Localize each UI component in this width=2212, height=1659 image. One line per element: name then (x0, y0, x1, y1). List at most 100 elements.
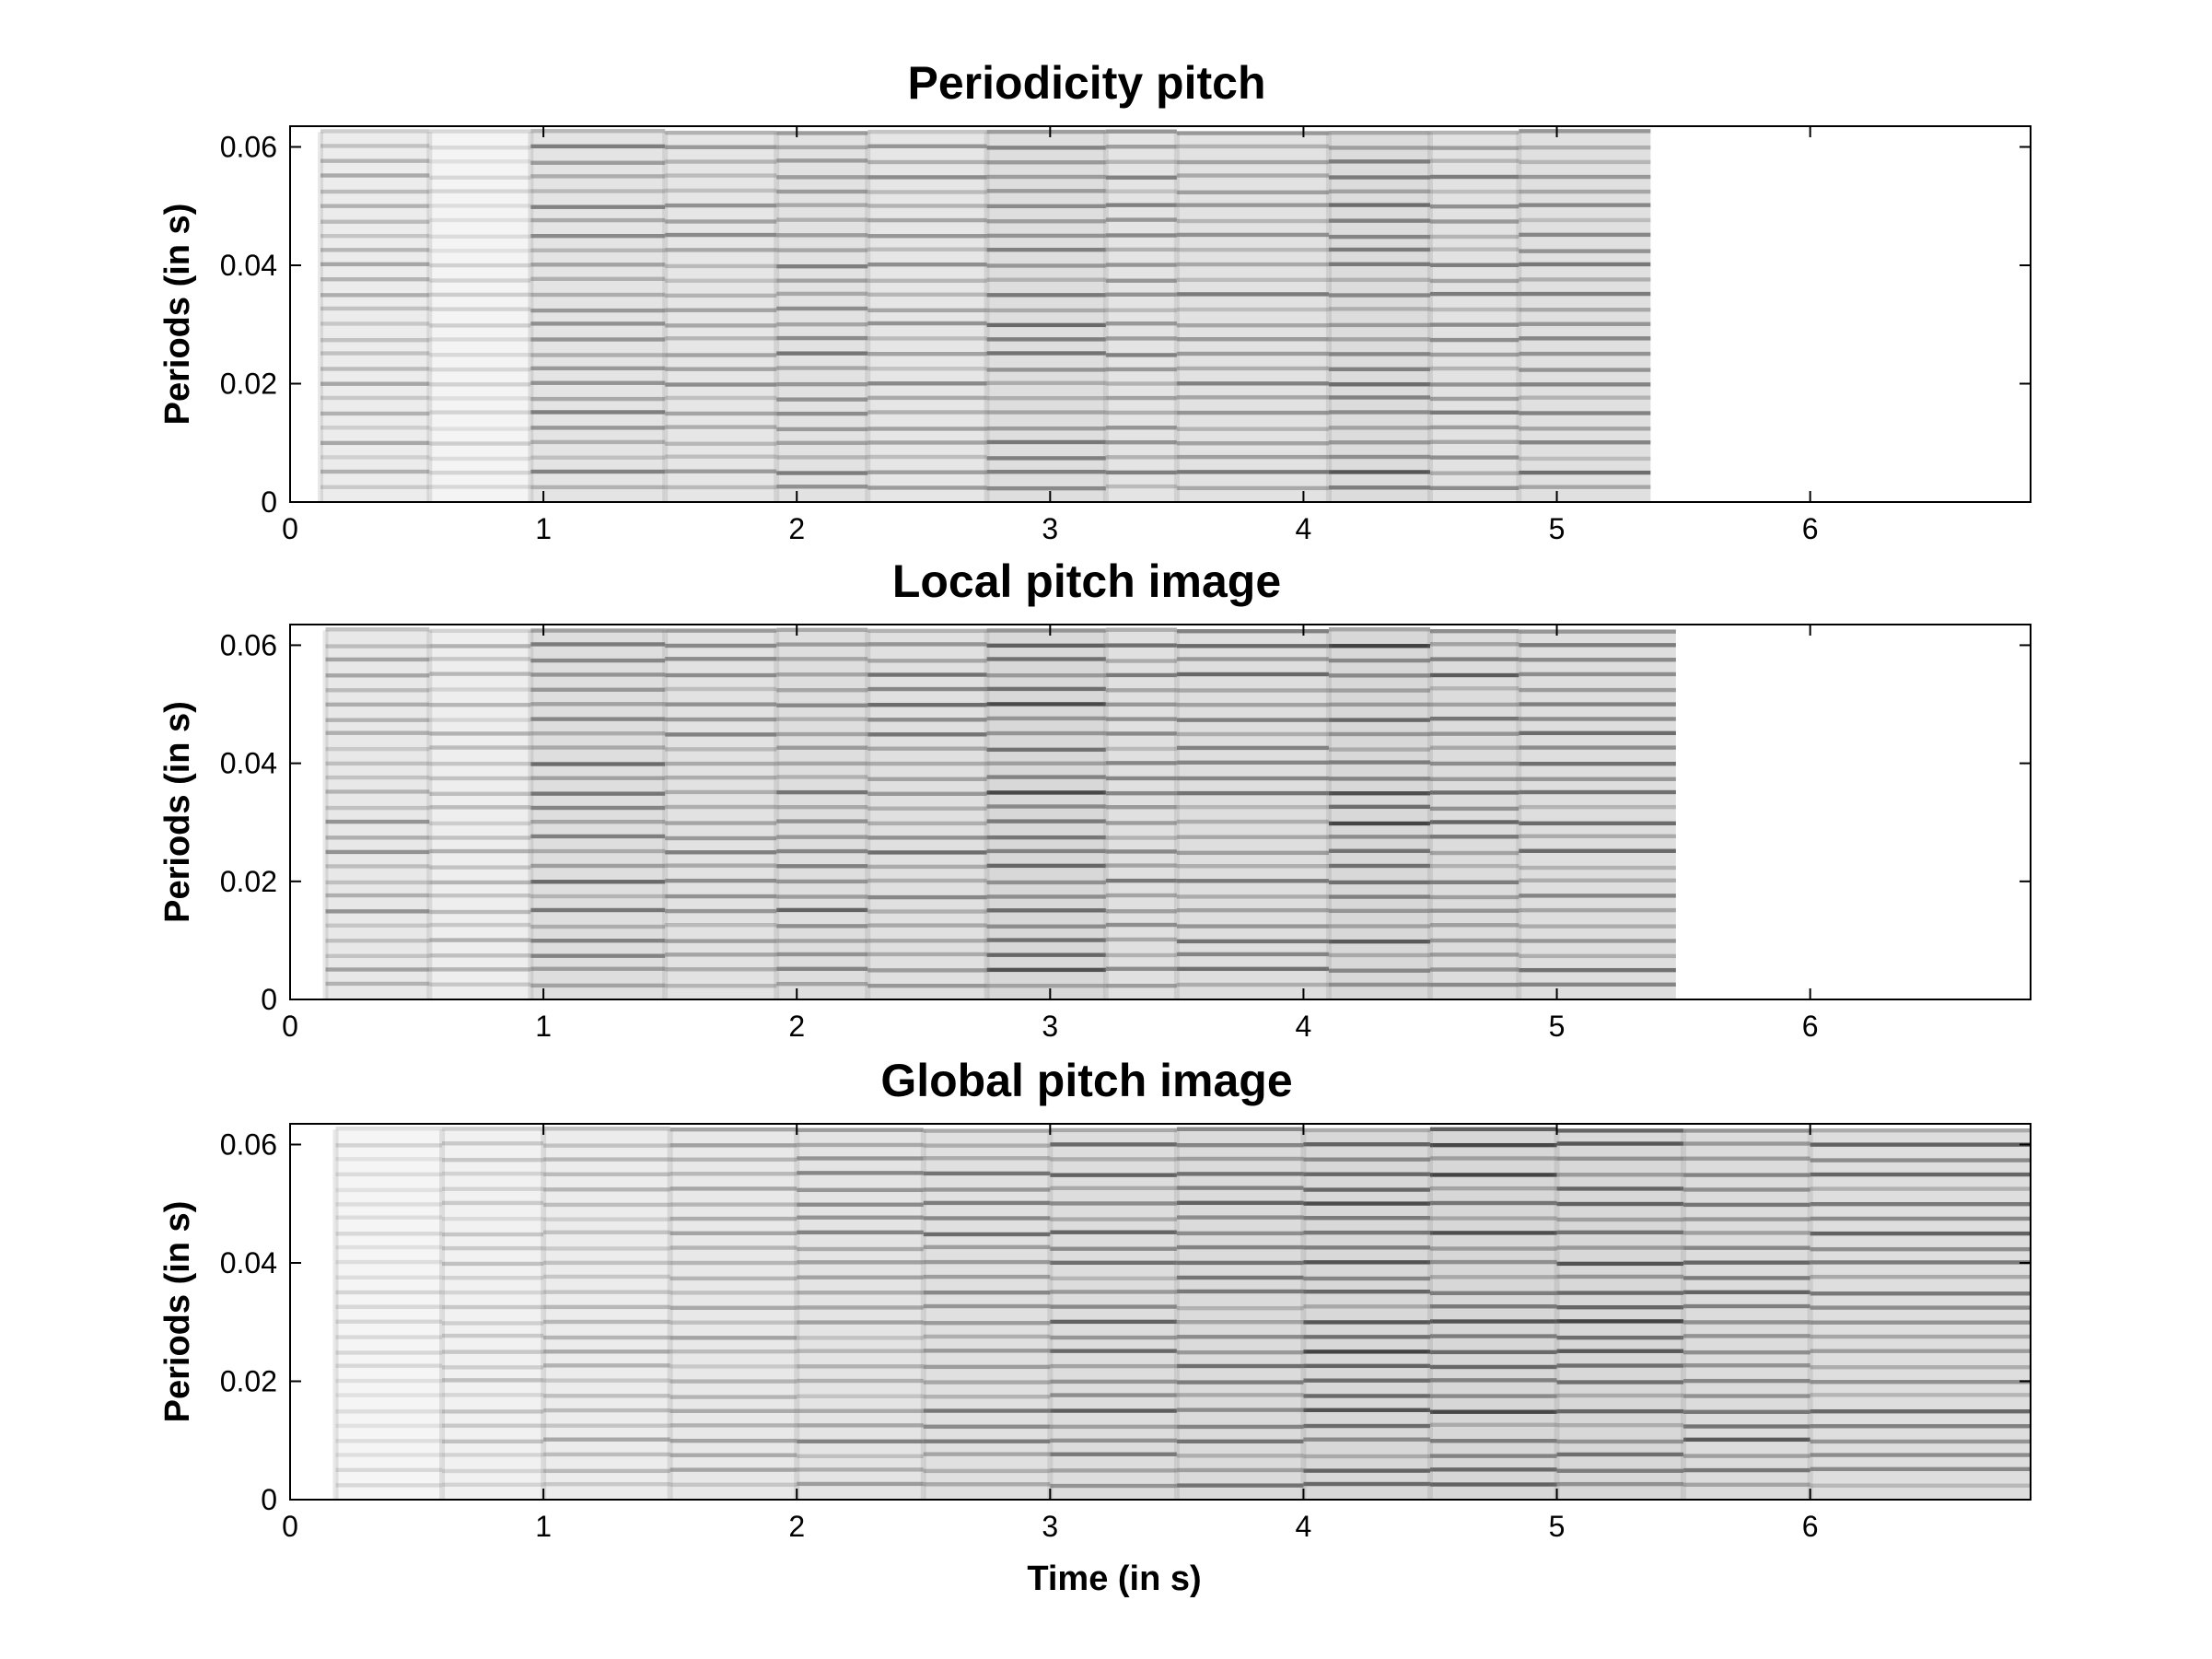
period-band (1176, 924, 1329, 929)
period-band (1810, 1320, 2031, 1325)
period-band (867, 190, 987, 194)
period-band (325, 880, 430, 885)
period-band (797, 1142, 924, 1148)
period-band (923, 1364, 1051, 1370)
period-band (1429, 863, 1519, 869)
period-band (1429, 1409, 1557, 1414)
period-band (1556, 1128, 1684, 1133)
period-band (325, 981, 430, 987)
period-band (1429, 835, 1519, 839)
period-band (1105, 203, 1177, 207)
period-band (325, 939, 430, 943)
period-band (1810, 1349, 2031, 1353)
period-band (1519, 277, 1651, 282)
period-band (665, 983, 777, 988)
period-band (325, 923, 430, 928)
period-band (669, 1423, 797, 1428)
period-band (1176, 745, 1329, 751)
period-band (1050, 1304, 1177, 1309)
period-band (665, 702, 777, 707)
period-band (442, 1157, 544, 1162)
period-band (1328, 367, 1430, 372)
period-band (1556, 1380, 1684, 1384)
period-band (1810, 1466, 2031, 1472)
period-band (543, 1304, 670, 1310)
period-band (1303, 1378, 1430, 1383)
heatmap-segment (1176, 1129, 1304, 1500)
period-band (325, 893, 430, 898)
period-band (867, 939, 987, 943)
period-band (867, 262, 987, 267)
heatmap-segment (325, 630, 430, 999)
period-band (1176, 1289, 1304, 1294)
period-band (867, 336, 987, 341)
period-band (1519, 395, 1651, 400)
period-band (923, 1259, 1051, 1265)
segment-seam (865, 132, 871, 502)
y-tick-label: 0.06 (220, 130, 277, 163)
period-band (1328, 337, 1430, 342)
period-band (1105, 627, 1177, 632)
period-band (1429, 219, 1519, 224)
period-band (776, 203, 868, 207)
period-band (776, 688, 868, 693)
period-band (543, 1246, 670, 1251)
heatmap-segment (1050, 1129, 1177, 1500)
period-band (1810, 1127, 2031, 1133)
axes-frame (289, 624, 2032, 1000)
period-band (1176, 907, 1329, 913)
period-band (1556, 1230, 1684, 1235)
period-band (442, 1393, 544, 1397)
period-band (442, 1276, 544, 1280)
period-band (335, 1202, 443, 1207)
period-band (1429, 471, 1519, 475)
period-band (335, 1143, 443, 1148)
y-tick-label: 0.02 (220, 1364, 277, 1397)
period-band (1683, 1276, 1810, 1280)
period-band (530, 189, 666, 193)
period-band (429, 278, 531, 283)
period-band (1683, 1482, 1810, 1487)
x-tick-label: 3 (1042, 1510, 1058, 1543)
period-band (1328, 804, 1430, 810)
period-band (1556, 1468, 1684, 1473)
period-band (1519, 174, 1651, 180)
period-band (797, 1481, 924, 1487)
heatmap-segment (1303, 1129, 1430, 1500)
period-band (665, 939, 777, 943)
period-band (320, 351, 430, 356)
period-band (429, 217, 531, 223)
period-band (665, 850, 777, 855)
period-band (867, 642, 987, 647)
period-band (797, 1439, 924, 1443)
period-band (986, 456, 1106, 461)
segment-seam (1325, 630, 1332, 999)
period-band (1303, 1454, 1430, 1459)
period-band (776, 217, 868, 222)
period-band (776, 291, 868, 297)
y-axis-label: Periods (in s) (158, 204, 197, 426)
period-band (1429, 702, 1519, 707)
period-band (1105, 688, 1177, 693)
period-band (320, 485, 430, 490)
period-band (1328, 440, 1430, 445)
period-band (1328, 658, 1430, 663)
period-band (923, 1143, 1051, 1148)
period-band (776, 835, 868, 839)
period-band (530, 321, 666, 326)
period-band (669, 1202, 797, 1207)
period-band (986, 952, 1106, 957)
chart-title: Periodicity pitch (908, 57, 1266, 109)
y-tick-label: 0.04 (220, 747, 277, 780)
period-band (867, 777, 987, 781)
period-band (429, 745, 531, 750)
period-band (867, 968, 987, 973)
period-band (530, 863, 666, 869)
period-band (1556, 1261, 1684, 1267)
period-band (1176, 1215, 1304, 1220)
period-band (1176, 644, 1329, 648)
period-band (1050, 1483, 1177, 1489)
heatmap-segment (442, 1129, 544, 1500)
period-band (776, 819, 868, 824)
period-band (1429, 1304, 1557, 1309)
